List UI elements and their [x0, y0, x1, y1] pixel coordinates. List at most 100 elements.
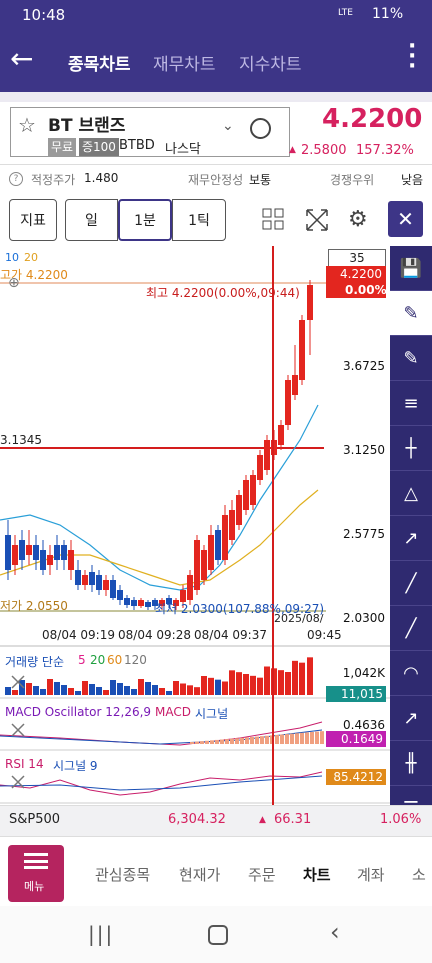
tab[interactable]: 지수차트 [239, 55, 302, 75]
badge: 증100 [79, 138, 119, 156]
layout-icon[interactable] [262, 208, 284, 230]
count-box[interactable]: 35 [328, 249, 386, 267]
fullscreen-icon[interactable] [305, 208, 329, 232]
volume-bar [40, 689, 46, 695]
macd-hist [260, 736, 264, 744]
volume-bar [159, 688, 165, 695]
nav-tab[interactable]: 소 [412, 866, 426, 884]
macd-hist [265, 735, 269, 744]
dropdown[interactable]: ⌄ [222, 118, 234, 134]
help-icon[interactable]: ? [9, 172, 23, 186]
volume-bar [250, 675, 256, 695]
sidebar-tool[interactable]: △ [390, 471, 432, 516]
candle-body [82, 575, 88, 585]
sidebar-tool[interactable]: ↗ [390, 516, 432, 561]
nav-tab[interactable]: 관심종목 [95, 866, 151, 884]
info-value: 보통 [249, 173, 272, 187]
candle-body [243, 480, 249, 510]
tools-button[interactable]: ✕ [388, 201, 423, 237]
volume-bar [103, 690, 109, 695]
macd-hist [215, 739, 219, 744]
volume-bar [243, 674, 249, 695]
candle-body [292, 375, 298, 395]
favorite-star[interactable]: ☆ [18, 113, 36, 137]
menu-icon [24, 853, 48, 869]
candle-body [68, 550, 74, 570]
settings-icon[interactable]: ⚙ [348, 207, 368, 232]
period-button[interactable]: 1틱 [172, 199, 226, 241]
stock-search-box[interactable] [10, 107, 290, 157]
sidebar-tool[interactable]: ╫ [390, 741, 432, 786]
zoom-icon[interactable]: ⊕ [8, 275, 20, 291]
menu-label: 메뉴 [24, 880, 45, 893]
macd-hist [310, 732, 314, 744]
sidebar-tool[interactable]: ◠ [390, 651, 432, 696]
more-button[interactable]: · · · [408, 34, 417, 79]
sidebar-tool[interactable]: ╱ [390, 606, 432, 651]
info-value: 낮음 [401, 173, 424, 187]
volume-bar [173, 681, 179, 695]
macd-hist [285, 734, 289, 744]
tab[interactable]: 종목차트 [68, 55, 131, 75]
clock: 10:48 [22, 6, 66, 24]
volume-current: 11,015 [326, 686, 386, 702]
volume-bar [208, 677, 214, 695]
period-button[interactable]: 일 [65, 199, 118, 241]
candle-body [250, 475, 256, 505]
high-label: 고가 4.2200 [0, 268, 68, 282]
candle-body [278, 425, 284, 445]
recents-button[interactable]: ||| [88, 922, 115, 946]
candle-body [54, 545, 60, 560]
separator [0, 92, 432, 102]
ticker: BTBD [119, 138, 155, 153]
candle-body [131, 600, 137, 606]
candle-body [138, 600, 144, 606]
back-nav-button[interactable]: ‹ [330, 918, 340, 946]
sidebar-tool[interactable]: ↗ [390, 696, 432, 741]
close-panel-icon [11, 775, 25, 789]
back-button[interactable]: ← [10, 42, 34, 75]
volume-bar [236, 672, 242, 695]
nav-tab[interactable]: 차트 [303, 866, 331, 884]
nav-tab[interactable]: 현재가 [179, 866, 221, 884]
indicator-button[interactable]: 지표 [9, 199, 57, 241]
macd-hist [295, 733, 299, 744]
volume-ma: 120 [124, 653, 147, 667]
sidebar-tool[interactable]: ≡ [390, 381, 432, 426]
sidebar-tool[interactable]: 💾 [390, 246, 432, 291]
volume-title: 거래량 단순 [5, 655, 65, 669]
candle-body [152, 600, 158, 606]
nav-tab[interactable]: 주문 [248, 866, 276, 884]
volume-bar [215, 679, 221, 695]
sidebar-tool[interactable]: ╱ [390, 561, 432, 606]
info-label: 재무안정성 [188, 173, 244, 187]
home-button[interactable] [208, 925, 228, 945]
period-button[interactable]: 1분 [118, 199, 172, 241]
volume-bar [166, 691, 172, 695]
volume-bar [222, 681, 228, 695]
index-rate: 1.06% [380, 812, 422, 827]
volume-axis-label: 1,042K [342, 666, 385, 680]
info-value: 1.480 [84, 171, 119, 185]
macd-signal: 시그널 [195, 707, 229, 721]
volume-bar [307, 657, 313, 695]
rsi-title: RSI 14 [5, 757, 44, 771]
search-button[interactable] [250, 118, 271, 139]
volume-bar [117, 683, 123, 695]
tab[interactable]: 재무차트 [153, 55, 216, 75]
sidebar-tool[interactable]: ✎ [390, 291, 432, 336]
max-note: 최고 4.2200(0.00%,09:44) [146, 286, 300, 300]
sidebar-tool[interactable]: ✎ [390, 336, 432, 381]
candle-body [12, 545, 18, 565]
low-label: 저가 2.0550 [0, 599, 68, 613]
macd-hist [245, 737, 249, 744]
index-value: 6,304.32 [168, 812, 226, 827]
rsi-sig [0, 775, 323, 791]
volume-bar [201, 676, 207, 695]
up-arrow: ▲ [289, 145, 296, 155]
nav-tab[interactable]: 계좌 [357, 866, 385, 884]
volume-bar [19, 680, 25, 695]
ticker-bar[interactable] [0, 805, 432, 836]
sidebar-tool[interactable]: ┼ [390, 426, 432, 471]
volume-bar [299, 662, 305, 695]
